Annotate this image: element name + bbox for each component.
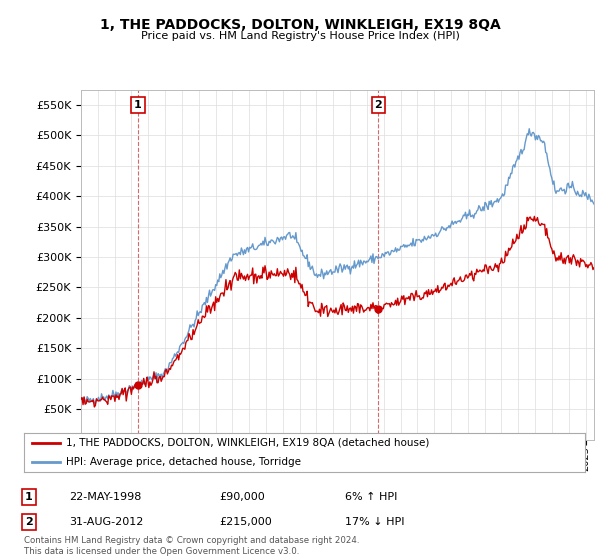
Text: 1, THE PADDOCKS, DOLTON, WINKLEIGH, EX19 8QA: 1, THE PADDOCKS, DOLTON, WINKLEIGH, EX19… [100,18,500,32]
Text: 2: 2 [25,517,32,527]
Text: £215,000: £215,000 [219,517,272,527]
Text: Price paid vs. HM Land Registry's House Price Index (HPI): Price paid vs. HM Land Registry's House … [140,31,460,41]
Text: 6% ↑ HPI: 6% ↑ HPI [345,492,397,502]
Text: £90,000: £90,000 [219,492,265,502]
Text: 17% ↓ HPI: 17% ↓ HPI [345,517,404,527]
Text: 31-AUG-2012: 31-AUG-2012 [69,517,143,527]
Text: 1, THE PADDOCKS, DOLTON, WINKLEIGH, EX19 8QA (detached house): 1, THE PADDOCKS, DOLTON, WINKLEIGH, EX19… [66,438,430,448]
Text: Contains HM Land Registry data © Crown copyright and database right 2024.
This d: Contains HM Land Registry data © Crown c… [24,536,359,556]
Text: 2: 2 [374,100,382,110]
Text: 1: 1 [25,492,32,502]
Text: HPI: Average price, detached house, Torridge: HPI: Average price, detached house, Torr… [66,457,301,467]
Text: 22-MAY-1998: 22-MAY-1998 [69,492,142,502]
Text: 1: 1 [134,100,142,110]
